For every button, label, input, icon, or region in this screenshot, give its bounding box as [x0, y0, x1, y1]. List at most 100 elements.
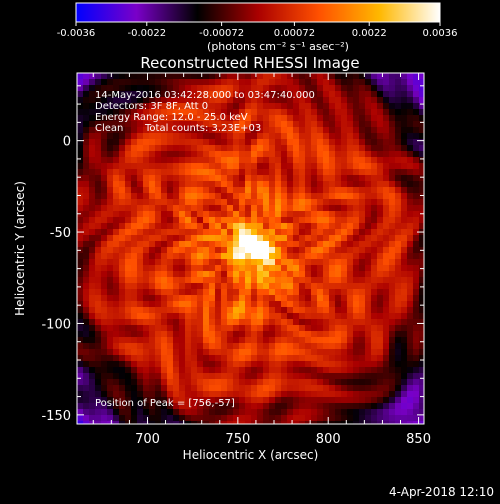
heatmap-cell — [125, 157, 132, 164]
heatmap-cell — [287, 301, 294, 308]
heatmap-cell — [371, 355, 378, 362]
heatmap-cell — [377, 193, 384, 200]
heatmap-cell — [161, 157, 168, 164]
heatmap-cell — [275, 301, 282, 308]
heatmap-cell — [77, 319, 84, 326]
heatmap-cell — [179, 265, 186, 272]
heatmap-cell — [407, 163, 414, 170]
heatmap-cell — [347, 109, 354, 116]
heatmap-cell — [131, 331, 138, 338]
heatmap-cell — [281, 163, 288, 170]
heatmap-cell — [77, 103, 84, 110]
heatmap-cell — [281, 367, 288, 374]
heatmap-cell — [419, 139, 424, 146]
heatmap-cell — [419, 379, 424, 386]
heatmap-cell — [317, 307, 324, 314]
heatmap-cell — [275, 253, 282, 260]
heatmap-cell — [383, 151, 390, 158]
heatmap-cell — [335, 205, 342, 212]
heatmap-cell — [395, 85, 402, 92]
heatmap-cell — [203, 367, 210, 374]
heatmap-cell — [137, 211, 144, 218]
heatmap-cell — [197, 271, 204, 278]
heatmap-cell — [263, 373, 270, 380]
heatmap-cell — [89, 337, 96, 344]
heatmap-cell — [371, 415, 378, 422]
heatmap-cell — [299, 325, 306, 332]
heatmap-cell — [191, 409, 198, 416]
heatmap-cell — [413, 253, 420, 260]
heatmap-cell — [155, 373, 162, 380]
heatmap-cell — [131, 277, 138, 284]
heatmap-cell — [227, 145, 234, 152]
heatmap-cell — [353, 337, 360, 344]
heatmap-cell — [173, 385, 180, 392]
heatmap-cell — [287, 151, 294, 158]
heatmap-cell — [77, 403, 84, 410]
heatmap-cell — [383, 337, 390, 344]
heatmap-cell — [197, 253, 204, 260]
heatmap-cell — [299, 151, 306, 158]
heatmap-cell — [275, 283, 282, 290]
heatmap-cell — [173, 157, 180, 164]
colorbar-unit-label: (photons cm⁻² s⁻¹ asec⁻²) — [207, 40, 349, 53]
heatmap-cell — [89, 307, 96, 314]
heatmap-cell — [209, 385, 216, 392]
heatmap-cell — [353, 133, 360, 140]
heatmap-cell — [77, 391, 84, 398]
heatmap-cell — [269, 259, 276, 266]
heatmap-cell — [113, 289, 120, 296]
heatmap-cell — [89, 127, 96, 134]
heatmap-cell — [161, 193, 168, 200]
heatmap-cell — [293, 97, 300, 104]
heatmap-cell — [179, 421, 186, 424]
heatmap-cell — [317, 319, 324, 326]
heatmap-cell — [125, 103, 132, 110]
heatmap-cell — [125, 241, 132, 248]
heatmap-cell — [353, 385, 360, 392]
heatmap-cell — [227, 415, 234, 422]
heatmap-cell — [305, 73, 312, 80]
heatmap-cell — [413, 307, 420, 314]
heatmap-cell — [287, 91, 294, 98]
heatmap-cell — [233, 199, 240, 206]
heatmap-cell — [101, 301, 108, 308]
heatmap-cell — [161, 295, 168, 302]
heatmap-cell — [305, 355, 312, 362]
heatmap-cell — [155, 169, 162, 176]
heatmap-cell — [125, 379, 132, 386]
heatmap-cell — [143, 325, 150, 332]
heatmap-cell — [359, 409, 366, 416]
heatmap-cell — [149, 85, 156, 92]
heatmap-cell — [401, 325, 408, 332]
heatmap-cell — [239, 415, 246, 422]
heatmap-cell — [203, 247, 210, 254]
heatmap-cell — [287, 283, 294, 290]
heatmap-cell — [281, 277, 288, 284]
heatmap-cell — [197, 103, 204, 110]
heatmap-cell — [239, 175, 246, 182]
heatmap-cell — [215, 373, 222, 380]
heatmap-cell — [227, 229, 234, 236]
heatmap-cell — [161, 313, 168, 320]
heatmap-cell — [269, 103, 276, 110]
heatmap-cell — [305, 283, 312, 290]
heatmap-cell — [113, 283, 120, 290]
heatmap-cell — [287, 175, 294, 182]
heatmap-cell — [383, 115, 390, 122]
heatmap-cell — [245, 193, 252, 200]
heatmap-cell — [101, 193, 108, 200]
heatmap-cell — [347, 235, 354, 242]
heatmap-cell — [209, 271, 216, 278]
heatmap-cell — [125, 79, 132, 86]
heatmap-cell — [185, 349, 192, 356]
heatmap-cell — [317, 343, 324, 350]
heatmap-cell — [377, 97, 384, 104]
heatmap-cell — [329, 187, 336, 194]
heatmap-cell — [173, 283, 180, 290]
heatmap-cell — [215, 313, 222, 320]
heatmap-cell — [119, 289, 126, 296]
heatmap-cell — [215, 151, 222, 158]
heatmap-cell — [311, 397, 318, 404]
heatmap-cell — [221, 295, 228, 302]
